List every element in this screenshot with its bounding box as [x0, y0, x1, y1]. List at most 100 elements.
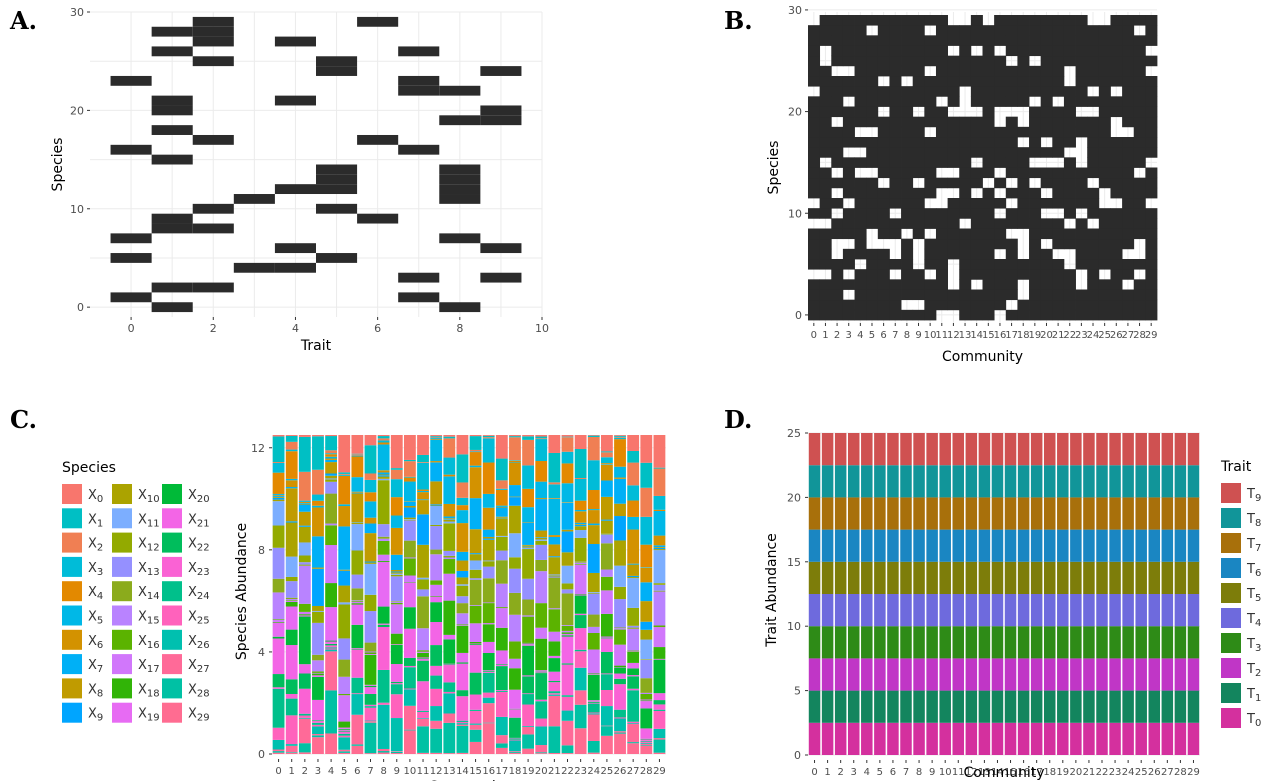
stacked-bar-segment	[1057, 594, 1069, 627]
stacked-bar-segment	[351, 524, 364, 551]
heatmap-cell	[1133, 76, 1146, 87]
stacked-bar-segment	[991, 626, 1004, 659]
stacked-bar-segment	[298, 603, 311, 612]
stacked-bar-segment	[913, 465, 925, 498]
stacked-bar-segment	[913, 529, 925, 562]
heatmap-cell	[866, 309, 879, 321]
heatmap-cell	[274, 243, 316, 254]
stacked-bar-segment	[377, 748, 390, 752]
heatmap-cell	[959, 76, 972, 87]
stacked-bar-segment	[390, 681, 403, 684]
heatmap-cell	[1075, 86, 1088, 97]
stacked-bar-segment	[338, 475, 351, 505]
panel-b-community-species-heatmap: 0 1 2 3 4 5 6 7 8 9 101112131415161718192021222324…	[766, 4, 1158, 365]
stacked-bar-segment	[312, 735, 324, 738]
x-tick-label: 21	[1083, 767, 1096, 778]
x-tick-label: 5	[341, 766, 347, 777]
heatmap-cell	[935, 279, 948, 290]
stacked-bar-segment	[1135, 433, 1147, 466]
stacked-bar-segment	[390, 694, 403, 719]
stacked-bar-segment	[522, 545, 535, 547]
heatmap-cell	[970, 126, 983, 138]
stacked-bar-segment	[627, 628, 640, 651]
stacked-bar-segment	[587, 674, 600, 701]
stacked-bar-segment	[272, 727, 285, 740]
heatmap-cell	[1005, 126, 1018, 138]
stacked-bar-segment	[495, 480, 508, 489]
stacked-bar-segment	[1187, 497, 1200, 530]
heatmap-cell	[1040, 289, 1053, 301]
x-tick-label: 15	[469, 766, 482, 777]
x-tick-label: 20	[535, 766, 548, 777]
stacked-bar-segment	[614, 436, 626, 438]
heatmap-cell	[1098, 96, 1111, 107]
heatmap-cell	[1145, 218, 1158, 229]
heatmap-cell	[1133, 177, 1146, 189]
heatmap-cell	[151, 26, 193, 37]
heatmap-cell	[889, 15, 902, 26]
stacked-bar-segment	[614, 586, 626, 600]
heatmap-cell	[982, 25, 995, 36]
stacked-bar-segment	[456, 584, 469, 586]
legend-label: X5	[88, 610, 103, 627]
stacked-bar-segment	[469, 641, 482, 644]
stacked-bar-segment	[403, 729, 416, 731]
heatmap-cell	[1052, 177, 1065, 189]
stacked-bar-segment	[1122, 497, 1134, 530]
stacked-bar-segment	[574, 728, 587, 754]
stacked-bar-segment	[325, 641, 338, 644]
heatmap-cell	[1005, 147, 1018, 158]
stacked-bar-segment	[1030, 465, 1043, 498]
stacked-bar-segment	[495, 518, 508, 536]
stacked-bar-segment	[1004, 594, 1017, 627]
heatmap-cell	[901, 259, 914, 270]
stacked-bar-segment	[926, 690, 938, 723]
stacked-bar-segment	[1004, 433, 1017, 466]
stacked-bar-segment	[456, 690, 469, 697]
heatmap-cell	[808, 45, 821, 57]
stacked-bar-segment	[821, 722, 834, 755]
stacked-bar-segment	[640, 692, 653, 694]
stacked-bar-segment	[978, 497, 991, 530]
heatmap-cell	[1005, 309, 1018, 321]
legend-swatch	[62, 605, 82, 626]
heatmap-cell	[110, 233, 152, 244]
stacked-bar-segment	[272, 749, 285, 752]
heatmap-cell	[959, 25, 972, 36]
stacked-bar-segment	[1122, 561, 1134, 594]
stacked-bar-segment	[548, 753, 561, 754]
stacked-bar-segment	[298, 555, 311, 563]
heatmap-cell	[1110, 96, 1123, 107]
y-tick-label: 0	[794, 749, 801, 762]
stacked-bar-segment	[535, 627, 548, 639]
x-tick-label: 8	[916, 767, 922, 778]
stacked-bar-segment	[1083, 690, 1095, 723]
stacked-bar-segment	[285, 451, 298, 479]
heatmap-cell	[1098, 126, 1111, 138]
heatmap-cell	[889, 55, 902, 67]
stacked-bar-segment	[614, 732, 626, 734]
stacked-bar-segment	[1057, 690, 1069, 723]
stacked-bar-segment	[430, 596, 443, 597]
stacked-bar-segment	[1187, 658, 1200, 691]
heatmap-cell	[1145, 147, 1158, 158]
stacked-bar-segment	[574, 530, 587, 538]
heatmap-cell	[1063, 126, 1076, 138]
heatmap-cell	[1087, 299, 1100, 311]
stacked-bar-segment	[272, 499, 285, 502]
heatmap-cell	[947, 25, 960, 36]
stacked-bar-segment	[522, 644, 535, 646]
stacked-bar-segment	[272, 436, 285, 463]
stacked-bar-segment	[272, 752, 285, 754]
heatmap-cell	[1133, 55, 1146, 67]
stacked-bar-segment	[561, 636, 574, 664]
heatmap-cell	[1029, 126, 1042, 138]
stacked-bar-segment	[351, 492, 364, 494]
stacked-bar-segment	[640, 743, 653, 746]
heatmap-cell	[1052, 198, 1065, 209]
heatmap-cell	[842, 177, 855, 189]
stacked-bar-segment	[403, 730, 416, 754]
heatmap-cell	[854, 187, 867, 199]
heatmap-cell	[1029, 25, 1042, 36]
